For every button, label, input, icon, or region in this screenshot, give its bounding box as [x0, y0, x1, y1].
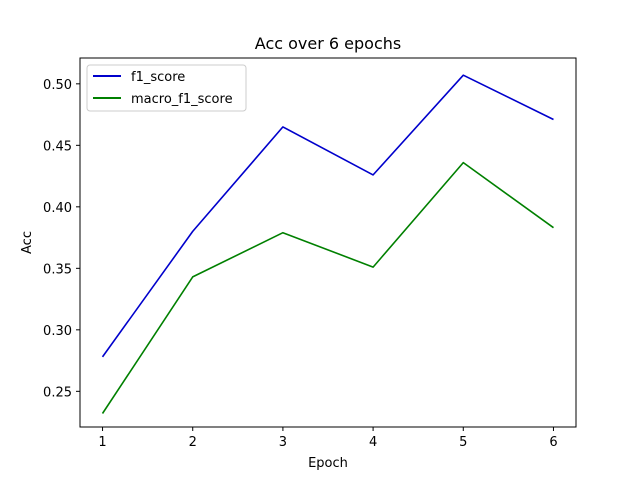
series-line-f1-score: [101, 74, 554, 358]
legend-box: [86, 64, 247, 112]
x-tick-label: 6: [549, 435, 557, 450]
y-tick-label: 0.50: [43, 78, 72, 93]
legend-label-f1-score: f1_score: [131, 70, 185, 85]
chart-title: Acc over 6 epochs: [255, 34, 401, 53]
x-tick-label: 4: [369, 435, 377, 450]
series-line-macro-f1-score: [101, 161, 554, 414]
x-tick-label: 1: [98, 435, 106, 450]
x-axis-title: Epoch: [308, 456, 348, 471]
y-tick-label: 0.30: [43, 324, 72, 339]
x-tick-label: 2: [189, 435, 197, 450]
x-axis: 1 2 3 4 5 6: [98, 427, 558, 450]
plot-area-frame: [79, 57, 577, 428]
legend-label-macro-f1-score: macro_f1_score: [131, 92, 233, 107]
y-tick-label: 0.35: [43, 262, 72, 277]
y-axis: 0.25 0.30 0.35 0.40 0.45 0.50: [43, 78, 80, 400]
y-tick-label: 0.25: [43, 385, 72, 400]
series-layer: [101, 74, 554, 414]
x-tick-label: 5: [459, 435, 467, 450]
x-tick-label: 3: [279, 435, 287, 450]
legend: f1_score macro_f1_score: [86, 64, 247, 112]
y-axis-title: Acc: [20, 231, 35, 254]
y-tick-label: 0.40: [43, 201, 72, 216]
y-tick-label: 0.45: [43, 139, 72, 154]
